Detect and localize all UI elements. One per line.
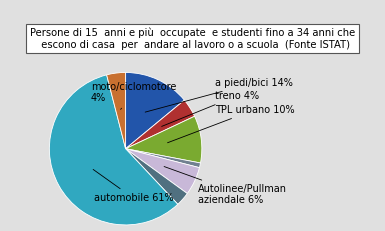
Wedge shape (126, 116, 202, 163)
Wedge shape (126, 100, 194, 149)
Text: Autolinee/Pullman
aziendale 6%: Autolinee/Pullman aziendale 6% (164, 167, 286, 205)
Text: moto/ciclomotore
4%: moto/ciclomotore 4% (91, 82, 176, 109)
Text: a piedi/bici 14%: a piedi/bici 14% (145, 78, 293, 112)
Wedge shape (126, 149, 201, 168)
Text: automobile 61%: automobile 61% (93, 169, 173, 203)
Wedge shape (107, 73, 126, 149)
Wedge shape (49, 75, 178, 225)
Text: TPL urbano 10%: TPL urbano 10% (167, 105, 295, 143)
Text: Persone di 15  anni e più  occupate  e studenti fino a 34 anni che
  escono di c: Persone di 15 anni e più occupate e stud… (30, 28, 355, 50)
Wedge shape (126, 73, 184, 149)
Wedge shape (126, 149, 187, 204)
Text: treno 4%: treno 4% (162, 91, 259, 126)
Wedge shape (126, 149, 199, 194)
